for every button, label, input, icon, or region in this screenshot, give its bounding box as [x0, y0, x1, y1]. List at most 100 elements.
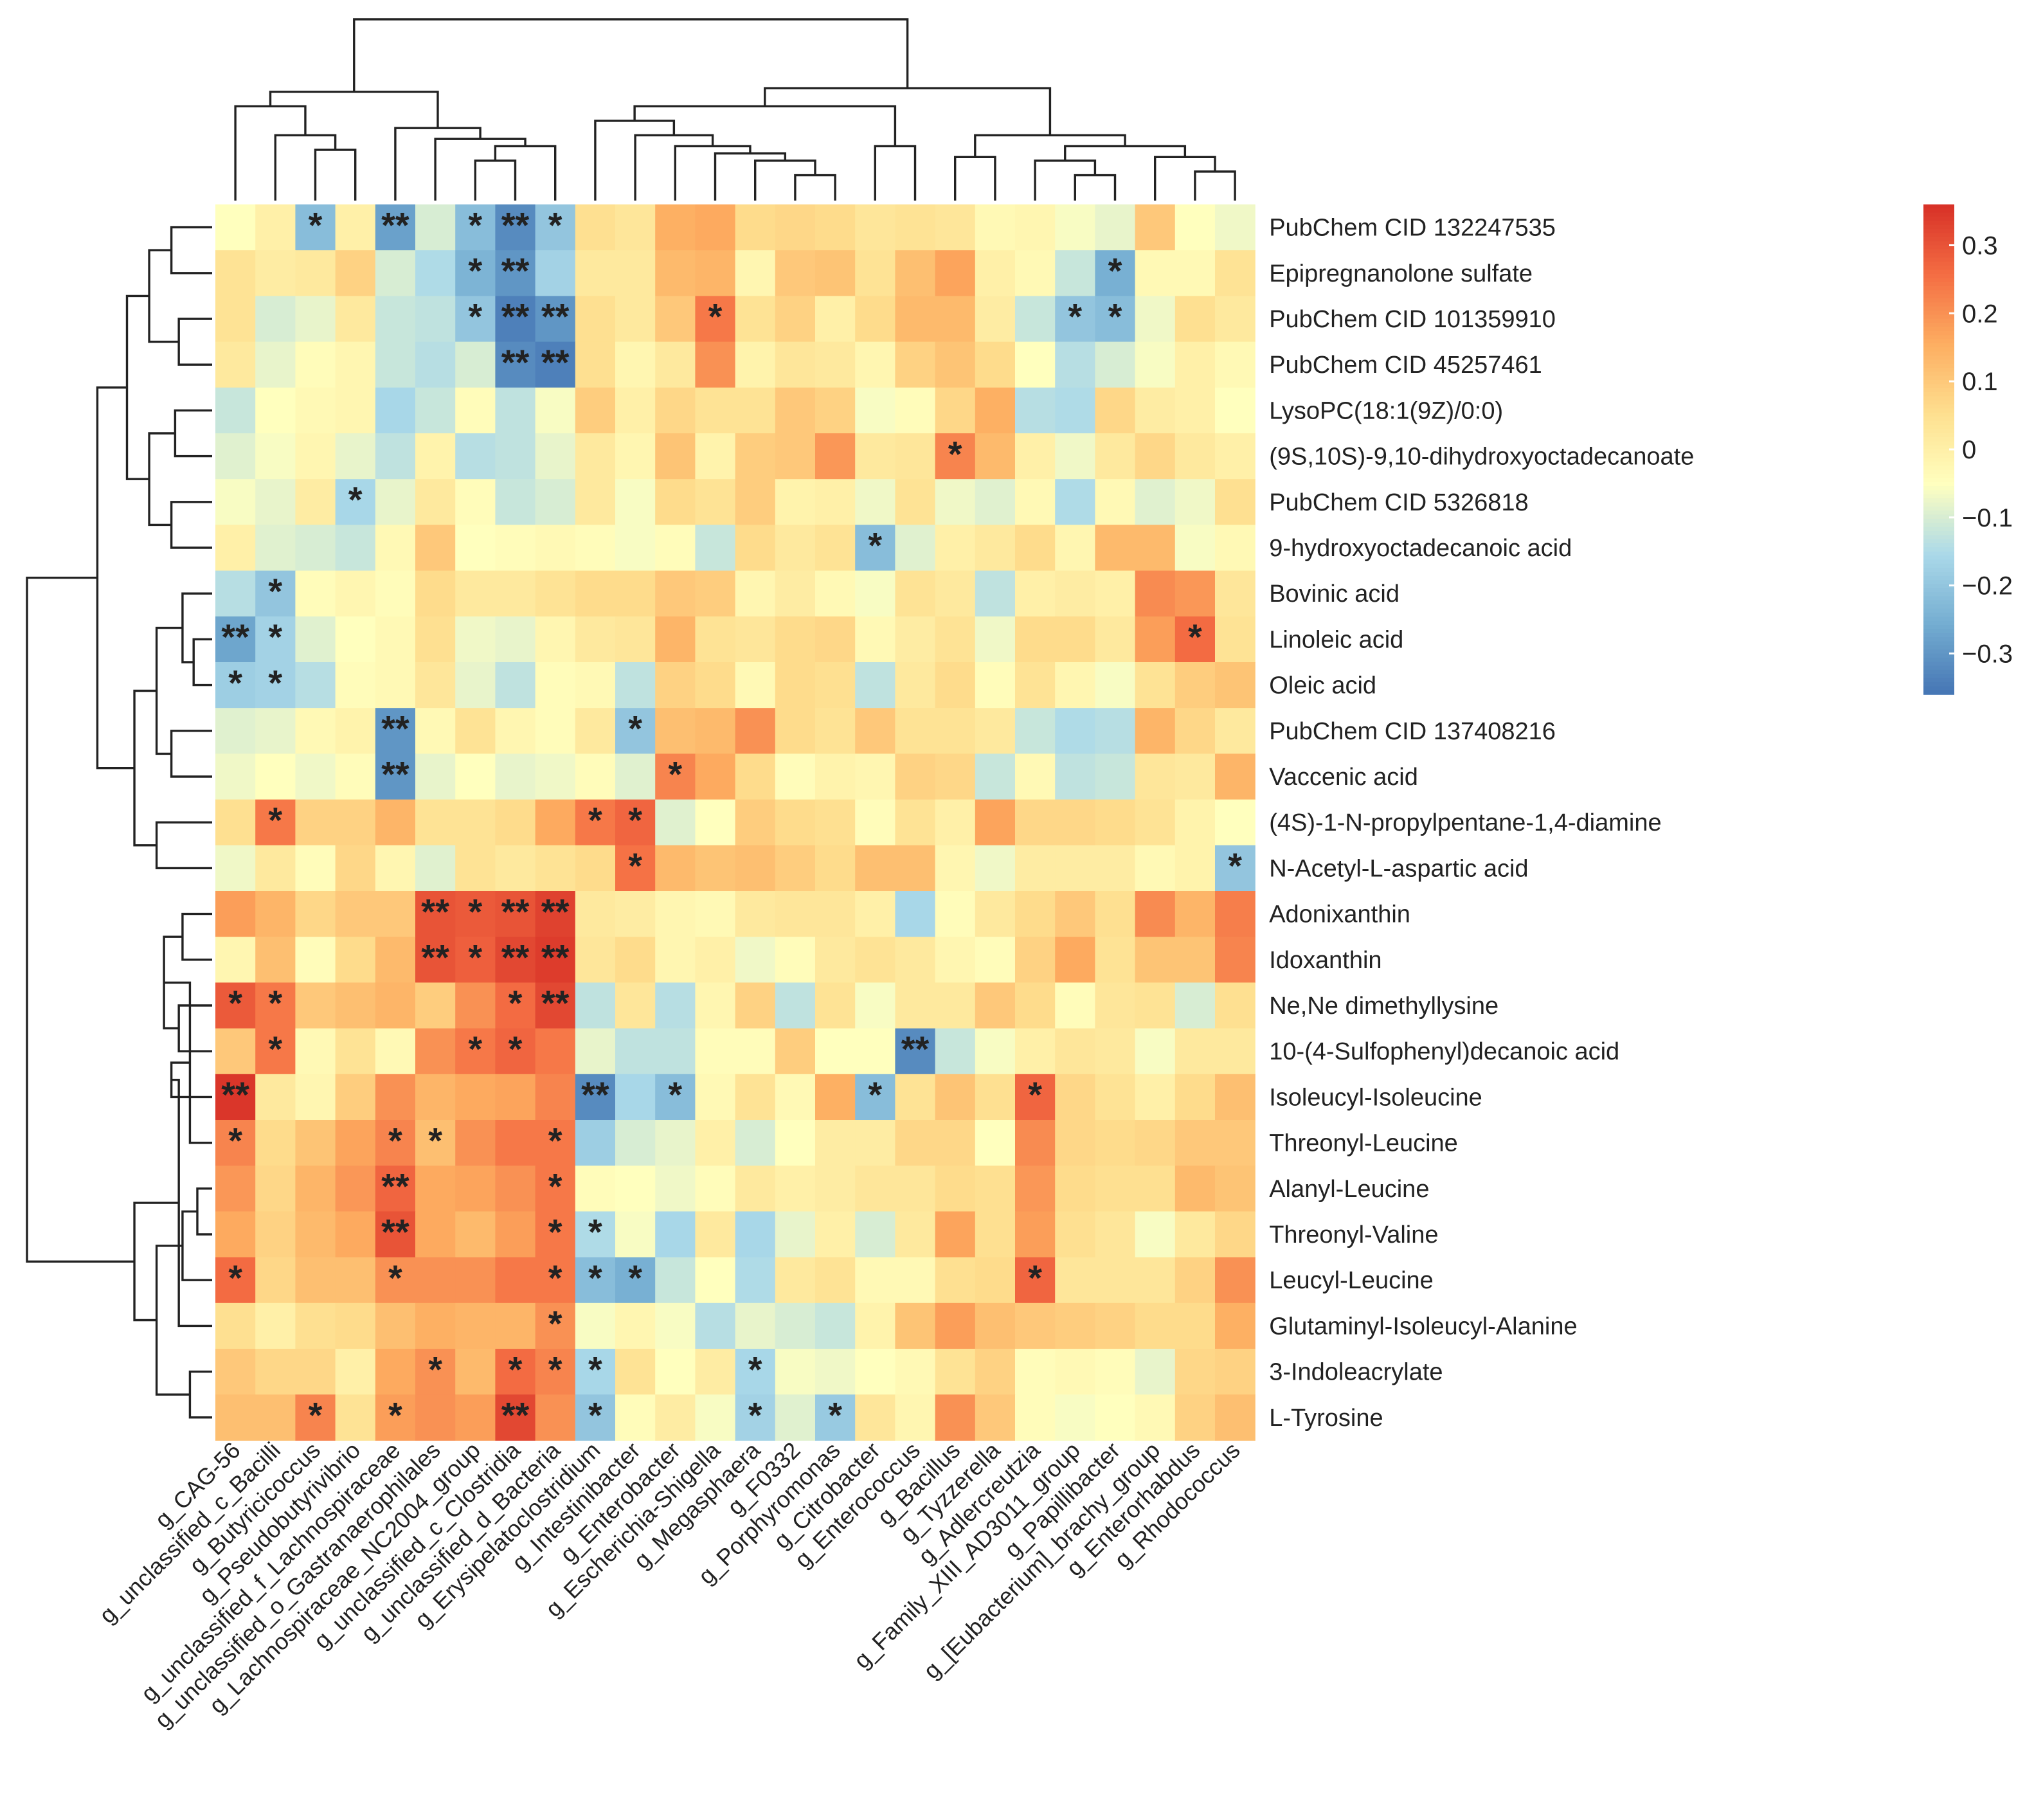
heatmap-cell — [855, 662, 896, 708]
heatmap-cell — [1174, 250, 1216, 296]
heatmap-cell — [895, 1394, 936, 1441]
heatmap-cell — [1015, 891, 1056, 937]
heatmap-cell — [1015, 937, 1056, 983]
heatmap-cell — [735, 1349, 776, 1395]
heatmap-cell — [1174, 1211, 1216, 1258]
heatmap-cell — [1055, 937, 1095, 983]
heatmap-cell — [335, 1302, 376, 1349]
heatmap-cell — [615, 525, 656, 572]
heatmap-cell — [1174, 479, 1216, 525]
heatmap-cell — [535, 296, 576, 343]
heatmap-cell — [295, 1211, 336, 1258]
heatmap-cell — [735, 1257, 776, 1304]
heatmap-cell — [855, 1257, 896, 1304]
heatmap-cell — [895, 799, 936, 846]
heatmap-cell — [895, 662, 936, 708]
heatmap-cell — [455, 204, 496, 251]
heatmap-cell — [455, 1028, 496, 1075]
heatmap-cell — [655, 1074, 696, 1121]
colorbar-segment — [1923, 208, 1954, 213]
heatmap-cell — [375, 1211, 416, 1258]
colorbar-segment — [1923, 330, 1954, 336]
heatmap-cell — [855, 433, 896, 480]
heatmap-cell — [215, 1349, 256, 1395]
heatmap-cell — [1055, 341, 1095, 388]
dendrogram-branch — [188, 1370, 212, 1419]
heatmap-cell — [415, 296, 456, 343]
colorbar-segment — [1923, 486, 1954, 491]
heatmap-cell — [335, 799, 376, 846]
heatmap-cell — [1215, 753, 1256, 800]
heatmap-cell — [415, 433, 456, 480]
heatmap-cell — [1215, 250, 1256, 296]
heatmap-cell — [655, 753, 696, 800]
heatmap-cell — [375, 662, 416, 708]
heatmap-cell — [1095, 204, 1136, 251]
heatmap-cell — [935, 525, 976, 572]
colorbar-segment — [1923, 510, 1954, 516]
heatmap-cell — [615, 937, 656, 983]
heatmap-cell — [295, 525, 336, 572]
colorbar-segment — [1923, 298, 1954, 303]
heatmap-cell — [975, 433, 1016, 480]
heatmap-cell — [1215, 662, 1256, 708]
heatmap-cell — [935, 250, 976, 296]
heatmap-cell — [1015, 479, 1056, 525]
colorbar-segment — [1923, 637, 1954, 642]
heatmap-cell — [735, 1166, 776, 1212]
significance-star: * — [748, 1394, 762, 1435]
heatmap-cell — [1215, 1257, 1256, 1304]
colorbar-segment — [1923, 474, 1954, 479]
colorbar-segment — [1923, 633, 1954, 638]
heatmap-cell — [895, 479, 936, 525]
heatmap-cell — [1015, 753, 1056, 800]
heatmap-cell — [1135, 616, 1176, 663]
heatmap-cell — [975, 1257, 1016, 1304]
heatmap-cell — [575, 1166, 616, 1212]
heatmap-cells — [215, 204, 1256, 1441]
heatmap-cell — [815, 662, 856, 708]
heatmap-cell — [255, 1028, 296, 1075]
heatmap-cell — [935, 937, 976, 983]
heatmap-cell — [255, 1394, 296, 1441]
heatmap-cell — [495, 799, 536, 846]
heatmap-cell — [695, 204, 736, 251]
colorbar-segment — [1923, 314, 1954, 320]
significance-star: * — [828, 1394, 842, 1435]
heatmap-cell — [1174, 891, 1216, 937]
heatmap-cell — [335, 1257, 376, 1304]
heatmap-cell — [455, 1074, 496, 1121]
heatmap-cell — [815, 1302, 856, 1349]
heatmap-cell — [575, 891, 616, 937]
dendrogram-branch — [155, 821, 212, 870]
heatmap-cell — [655, 708, 696, 754]
heatmap-cell — [1215, 708, 1256, 754]
heatmap-cell — [815, 1028, 856, 1075]
heatmap-cell — [855, 250, 896, 296]
significance-star: * — [268, 983, 282, 1023]
heatmap-cell — [1215, 845, 1256, 892]
heatmap-cell — [455, 799, 496, 846]
heatmap-cell — [855, 341, 896, 388]
heatmap-cell — [855, 1394, 896, 1441]
heatmap-cell — [1015, 296, 1056, 343]
significance-star: * — [468, 296, 482, 337]
row-labels: PubChem CID 132247535 Epipregnanolone sul… — [1269, 215, 1694, 1432]
heatmap-cell — [615, 1257, 656, 1304]
significance-star: ** — [501, 250, 530, 291]
significance-star: * — [548, 1166, 562, 1206]
heatmap-cell — [375, 753, 416, 800]
heatmap-cell — [855, 1302, 896, 1349]
heatmap-cell — [495, 937, 536, 983]
heatmap-cell — [255, 1257, 296, 1304]
heatmap-cell — [295, 1074, 336, 1121]
heatmap-cell — [735, 570, 776, 617]
significance-star: * — [228, 1257, 242, 1298]
heatmap-cell — [495, 296, 536, 343]
heatmap-cell — [1135, 525, 1176, 572]
heatmap-cell — [255, 937, 296, 983]
heatmap-cell — [1174, 1394, 1216, 1441]
colorbar-segment — [1923, 539, 1954, 544]
colorbar-segment — [1923, 339, 1954, 344]
heatmap-cell — [895, 1257, 936, 1304]
